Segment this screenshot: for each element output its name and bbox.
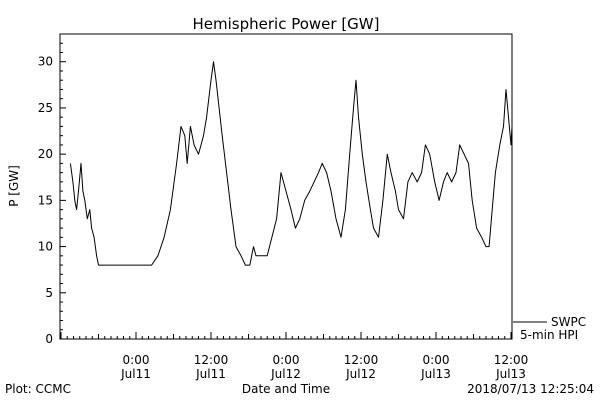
x-tick-label-date: Jul13 [420,367,451,381]
x-tick-label-date: Jul12 [345,367,376,381]
axes [59,33,513,340]
plot-frame [59,33,513,340]
legend: SWPC 5-min HPI [513,315,586,342]
legend-source: SWPC [551,315,586,329]
y-tick-label: 25 [38,101,53,115]
x-tick-label-time: 12:00 [194,353,229,367]
y-tick-label: 5 [45,286,53,300]
y-tick-label: 30 [38,55,53,69]
y-tick-label: 10 [38,240,53,254]
x-tick-label-date: Jul13 [495,367,526,381]
plot-area [69,61,513,266]
y-tick-label: 0 [45,332,53,346]
x-tick-label-time: 12:00 [494,353,529,367]
y-axis-ticks: 0 5 10 15 20 25 30 [38,33,66,346]
x-tick-label-time: 0:00 [273,353,300,367]
x-tick-label-date: Jul11 [120,367,151,381]
chart-title: Hemispheric Power [GW] [193,15,380,33]
x-tick-label-time: 0:00 [123,353,150,367]
x-axis-label: Date and Time [242,382,330,396]
footer-left: Plot: CCMC [5,382,71,396]
y-tick-label: 20 [38,147,53,161]
x-axis-ticks: 0:00Jul1112:00Jul110:00Jul1212:00Jul120:… [60,332,529,381]
y-tick-label: 15 [38,193,53,207]
x-tick-label-time: 0:00 [423,353,450,367]
x-tick-label-date: Jul12 [270,367,301,381]
x-tick-label-date: Jul11 [195,367,226,381]
series-line-0 [69,61,513,266]
x-tick-label-time: 12:00 [344,353,379,367]
footer-right: 2018/07/13 12:25:04 [467,382,594,396]
y-axis-label: P [GW] [7,165,21,207]
legend-series: 5-min HPI [520,328,578,342]
